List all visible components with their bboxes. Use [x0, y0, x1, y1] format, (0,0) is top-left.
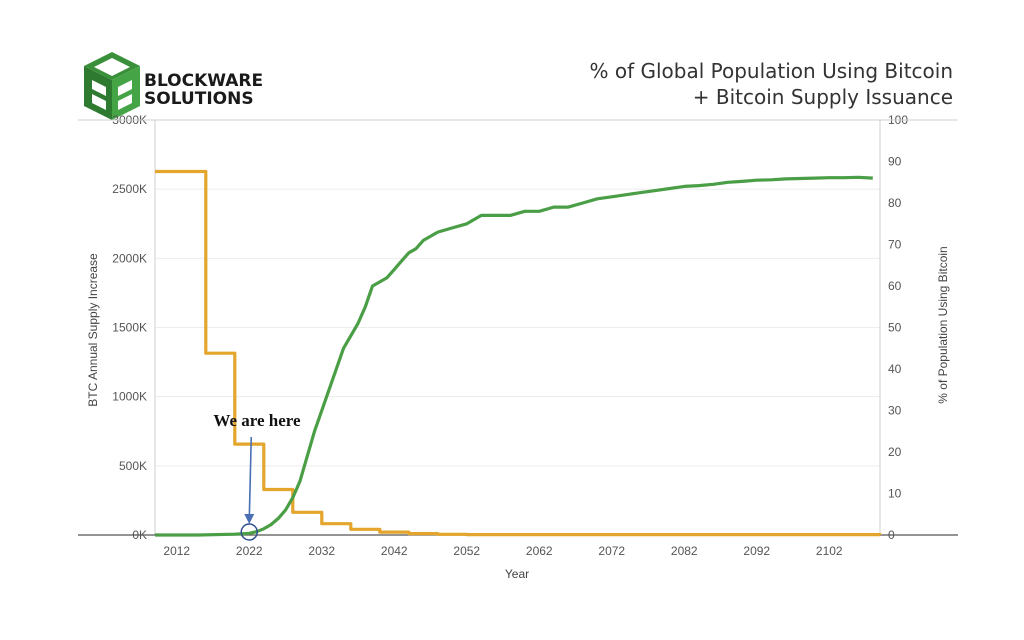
cube-logo-icon — [84, 52, 140, 120]
x-tick-label: 2022 — [236, 544, 263, 558]
y-right-tick-label: 60 — [888, 279, 902, 293]
series-line-population — [155, 175, 873, 537]
annotation-arrow — [248, 436, 253, 521]
x-tick-label: 2092 — [743, 544, 770, 558]
y-right-tick-label: 20 — [888, 445, 902, 459]
x-tick-label: 2032 — [308, 544, 335, 558]
series-layer — [155, 169, 882, 537]
y-left-tick-label: 2000K — [112, 251, 147, 265]
brand-line1: BLOCKWARE — [144, 71, 263, 91]
y-right-tick-label: 80 — [888, 196, 902, 210]
y-right-axis-title: % of Population Using Bitcoin — [936, 246, 950, 403]
brand-line2: SOLUTIONS — [144, 89, 254, 109]
y-right-tick-label: 30 — [888, 404, 902, 418]
brand-logo: BLOCKWARE SOLUTIONS — [84, 52, 263, 120]
annotation-circle — [240, 523, 258, 541]
y-right-tick-label: 10 — [888, 487, 902, 501]
y-left-tick-label: 2500K — [112, 182, 147, 196]
y-left-tick-label: 1500K — [112, 321, 147, 335]
annotation-layer: We are here — [213, 411, 301, 541]
y-left-tick-label: 1000K — [112, 390, 147, 404]
annotation-label: We are here — [213, 411, 301, 430]
y-right-tick-label: 40 — [888, 362, 902, 376]
chart-title-line2: + Bitcoin Supply Issuance — [693, 85, 953, 109]
x-tick-label: 2062 — [526, 544, 553, 558]
y-left-tick-label: 500K — [119, 459, 147, 473]
x-tick-label: 2042 — [381, 544, 408, 558]
y-right-tick-label: 50 — [888, 321, 902, 335]
chart-title-line1: % of Global Population Using Bitcoin — [589, 59, 953, 83]
y-left-axis-title: BTC Annual Supply Increase — [86, 253, 100, 407]
x-tick-label: 2082 — [671, 544, 698, 558]
axes: 0K500K1000K1500K2000K2500K3000K010203040… — [78, 113, 958, 558]
y-right-tick-label: 70 — [888, 238, 902, 252]
x-tick-label: 2052 — [453, 544, 480, 558]
x-tick-label: 2102 — [816, 544, 843, 558]
x-tick-label: 2012 — [163, 544, 190, 558]
annotation-arrowhead — [244, 514, 255, 524]
series-line-supply — [155, 169, 882, 537]
x-tick-label: 2072 — [598, 544, 625, 558]
y-right-tick-label: 90 — [888, 155, 902, 169]
x-axis-title: Year — [505, 567, 529, 581]
